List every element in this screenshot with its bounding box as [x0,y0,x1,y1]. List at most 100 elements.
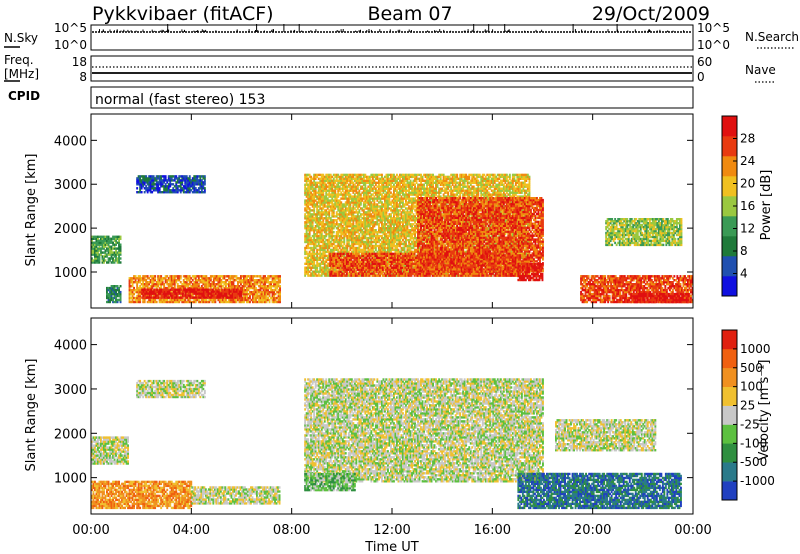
power-cell [154,189,157,192]
power-cell [115,298,117,302]
power-cell [188,183,191,186]
power-cell [319,250,322,254]
power-cell [388,227,391,230]
power-cell [175,191,178,194]
power-cell [262,277,265,280]
power-cell [188,191,191,194]
power-cell [157,177,160,180]
power-cell [349,246,352,250]
power-cell [367,219,370,222]
power-cell [390,187,392,190]
power-cell [332,250,335,254]
power-cell [323,213,326,216]
power-cell [352,223,355,226]
power-cell [361,185,364,188]
power-cell [399,242,401,246]
power-cell [391,248,394,252]
power-cell [328,272,331,275]
power-cell [317,213,320,216]
power-cell [328,264,331,267]
power-cell [268,275,271,278]
power-cell [385,242,388,246]
power-cell [235,298,238,302]
power-cell [349,173,352,177]
power-cell [264,281,266,284]
power-cell [169,191,172,194]
power-cell [308,274,311,277]
power-cell [166,300,169,304]
power-cell [376,203,379,206]
power-cell [358,193,361,196]
power-cell [265,296,268,300]
power-cell [326,238,329,242]
power-cell [397,203,400,206]
power-cell [173,275,176,278]
power-cell [347,175,350,179]
power-cell [101,241,104,244]
power-cell [316,183,319,186]
power-cell [174,292,177,295]
power-cell [170,183,173,186]
power-cell [393,232,395,236]
power-cell [393,199,395,202]
power-cell [155,185,158,188]
power-cell [246,277,248,280]
power-cell [378,227,380,230]
power-cell [179,187,182,190]
power-cell [210,290,213,293]
power-cell [371,187,374,190]
power-cell [381,205,383,208]
power-cell [346,234,349,238]
power-cell [344,201,347,204]
power-cell [305,227,308,230]
power-cell [346,175,349,179]
power-cell [381,248,383,252]
power-cell [155,281,158,284]
power-cell [371,225,374,228]
power-cell [193,191,196,194]
power-cell [152,187,155,190]
power-cell [381,223,383,226]
power-cell [344,248,347,252]
power-cell [379,227,382,230]
power-cell [352,197,355,200]
power-cell [365,219,368,222]
power-cell [382,191,385,194]
power-cell [271,300,274,304]
power-cell [343,240,346,244]
power-cell [325,260,328,263]
power-cell [95,259,98,262]
power-cell [252,298,254,302]
power-cell [137,183,140,186]
power-cell [381,219,383,222]
power-cell [373,254,376,258]
power-cell [343,185,346,188]
power-cell [328,177,331,180]
power-cell [358,173,361,177]
power-cell [311,221,314,224]
power-cell [344,185,347,188]
power-cell [145,294,148,298]
power-cell [110,257,113,260]
power-cell [355,179,358,182]
power-cell [319,221,322,224]
power-cell [322,181,325,184]
power-cell [158,177,161,180]
power-cell [221,298,224,302]
power-cell [317,219,320,222]
power-cell [314,189,317,192]
power-cell [310,236,313,240]
power-cell [311,240,314,244]
power-cell [220,292,223,295]
power-cell [202,281,205,284]
power-cell [325,195,328,198]
power-cell [173,285,176,288]
power-cell [328,213,331,216]
power-cell [387,209,389,212]
power-cell [182,179,185,182]
power-cell [241,285,244,288]
power-cell [169,275,172,278]
power-cell [371,207,374,210]
power-cell [340,272,343,275]
power-cell [399,197,401,200]
